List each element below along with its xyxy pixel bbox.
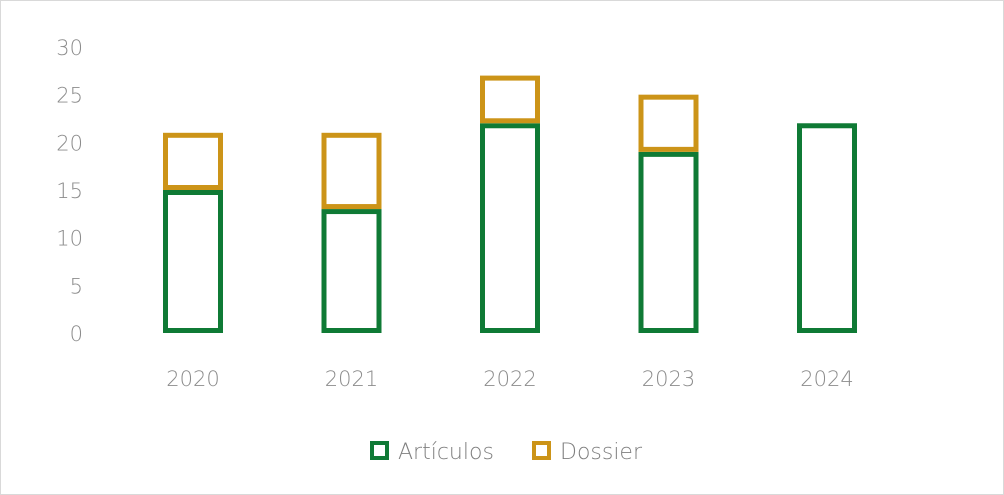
x-tick-label: 2022: [483, 367, 536, 391]
y-tick-label: 20: [56, 131, 83, 155]
y-tick-label: 10: [56, 227, 83, 251]
y-tick-label: 25: [56, 84, 83, 108]
y-tick-label: 5: [70, 274, 83, 298]
bar-dossier-2022: [480, 75, 540, 124]
legend-swatch-articulos: [370, 441, 389, 460]
x-axis-ticks: 2020 2021 2022 2023 2024: [166, 367, 853, 391]
bar-articulos-2023: [638, 151, 699, 333]
x-tick-label: 2023: [642, 367, 695, 391]
bar-articulos-2021: [321, 209, 382, 333]
legend-swatch-dossier: [532, 441, 551, 460]
bar-dossier-2021: [321, 132, 382, 210]
y-tick-label: 0: [70, 322, 83, 346]
bar-dossier-2023: [638, 94, 699, 152]
x-tick-label: 2020: [166, 367, 219, 391]
legend-label-articulos: Artículos: [398, 440, 494, 465]
bar-articulos-2022: [480, 123, 540, 334]
bars: [163, 75, 857, 334]
legend: Artículos Dossier: [370, 440, 643, 465]
legend-label-dossier: Dossier: [560, 440, 643, 465]
bar-articulos-2020: [163, 190, 223, 333]
x-tick-label: 2021: [325, 367, 378, 391]
y-tick-label: 15: [56, 179, 83, 203]
y-tick-label: 30: [56, 36, 83, 60]
bar-dossier-2020: [163, 132, 223, 191]
bar-articulos-2024: [797, 123, 857, 334]
x-tick-label: 2024: [800, 367, 853, 391]
y-axis-ticks: 0 5 10 15 20 25 30: [56, 36, 83, 346]
